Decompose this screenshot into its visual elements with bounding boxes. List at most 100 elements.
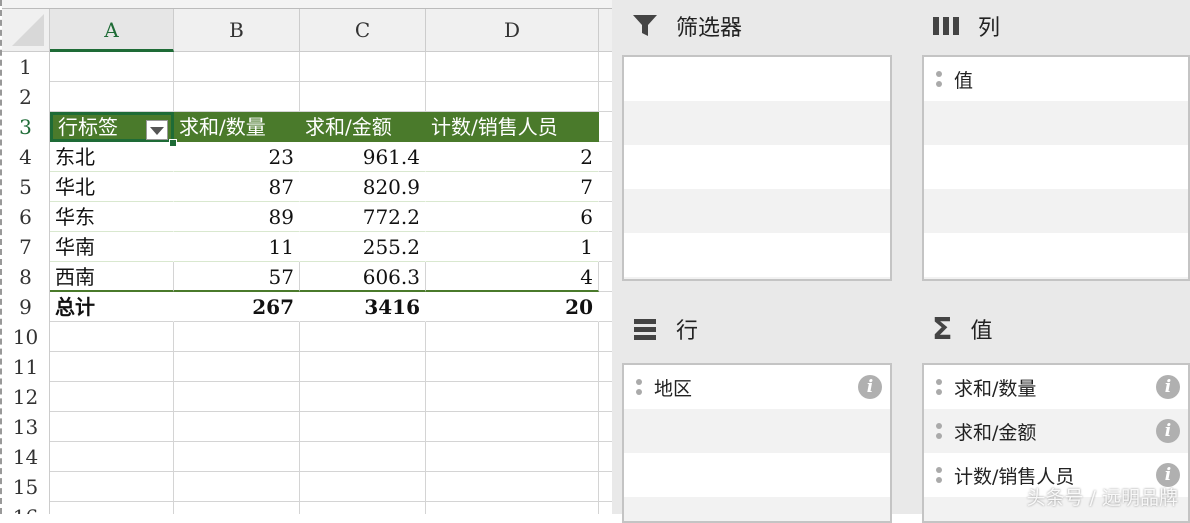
cell[interactable] — [599, 502, 612, 514]
info-icon[interactable]: i — [1156, 375, 1180, 399]
row-header[interactable]: 4 — [2, 142, 50, 172]
values-field-item[interactable]: 求和/金额 i — [924, 409, 1188, 453]
cell[interactable] — [50, 472, 174, 502]
cell[interactable] — [174, 442, 300, 472]
cell[interactable] — [174, 52, 300, 82]
cell[interactable]: 606.3 — [300, 262, 426, 292]
values-field-item[interactable]: 求和/数量 i — [924, 365, 1188, 409]
fill-handle[interactable] — [169, 139, 177, 147]
cell[interactable] — [174, 502, 300, 514]
filters-drop-area[interactable] — [622, 55, 892, 281]
cell[interactable]: 255.2 — [300, 232, 426, 262]
cell[interactable] — [300, 352, 426, 382]
row-header[interactable]: 8 — [2, 262, 50, 292]
columns-drop-area[interactable]: 值 — [922, 55, 1190, 281]
cell[interactable] — [599, 442, 612, 472]
cell[interactable]: 总计 — [50, 292, 174, 322]
cell[interactable]: 华南 — [50, 232, 174, 262]
select-all-button[interactable] — [2, 9, 50, 52]
row-header[interactable]: 1 — [2, 52, 50, 82]
cell[interactable] — [174, 412, 300, 442]
cell[interactable]: 计数/销售人员 — [426, 112, 599, 142]
cell[interactable] — [174, 352, 300, 382]
cell[interactable]: 87 — [174, 172, 300, 202]
row-header[interactable]: 16 — [2, 502, 50, 514]
column-header-c[interactable]: C — [300, 9, 426, 52]
cell[interactable] — [426, 382, 599, 412]
values-field-item[interactable]: 计数/销售人员 i — [924, 453, 1188, 497]
cell[interactable]: 772.2 — [300, 202, 426, 232]
cell[interactable] — [300, 412, 426, 442]
cell[interactable] — [426, 322, 599, 352]
rows-field-item[interactable]: 地区 i — [624, 365, 890, 409]
column-header-b[interactable]: B — [174, 9, 300, 52]
cell[interactable]: 961.4 — [300, 142, 426, 172]
cell[interactable]: 4 — [426, 262, 599, 292]
info-icon[interactable]: i — [1156, 463, 1180, 487]
cell[interactable]: 3416 — [300, 292, 426, 322]
cell[interactable] — [174, 322, 300, 352]
cell[interactable] — [300, 52, 426, 82]
cell[interactable]: 2 — [426, 142, 599, 172]
cell[interactable] — [50, 502, 174, 514]
cell[interactable] — [50, 442, 174, 472]
row-header[interactable]: 15 — [2, 472, 50, 502]
cell[interactable] — [426, 412, 599, 442]
cell[interactable]: 1 — [426, 232, 599, 262]
cell[interactable] — [599, 472, 612, 502]
cell[interactable]: 89 — [174, 202, 300, 232]
column-header-a[interactable]: A — [50, 9, 174, 52]
cell[interactable] — [599, 52, 612, 82]
cell[interactable] — [50, 352, 174, 382]
row-header[interactable]: 12 — [2, 382, 50, 412]
cell[interactable] — [426, 472, 599, 502]
cell[interactable] — [599, 82, 612, 112]
cell[interactable] — [599, 202, 612, 232]
cell[interactable] — [50, 82, 174, 112]
cell[interactable] — [50, 322, 174, 352]
row-header[interactable]: 9 — [2, 292, 50, 322]
cell[interactable]: 东北 — [50, 142, 174, 172]
cell[interactable] — [426, 442, 599, 472]
info-icon[interactable]: i — [858, 375, 882, 399]
cell[interactable] — [50, 52, 174, 82]
drag-handle-icon[interactable] — [936, 379, 942, 395]
row-header[interactable]: 11 — [2, 352, 50, 382]
cell[interactable]: 7 — [426, 172, 599, 202]
cell[interactable] — [426, 82, 599, 112]
cell[interactable]: 820.9 — [300, 172, 426, 202]
cell[interactable] — [599, 172, 612, 202]
drag-handle-icon[interactable] — [936, 71, 942, 87]
cell[interactable] — [599, 142, 612, 172]
column-header-d[interactable]: D — [426, 9, 599, 52]
cell[interactable] — [174, 82, 300, 112]
cell[interactable] — [599, 352, 612, 382]
cell[interactable] — [599, 412, 612, 442]
cell[interactable] — [174, 382, 300, 412]
cell[interactable] — [426, 502, 599, 514]
cell[interactable]: 求和/数量 — [174, 112, 300, 142]
cell[interactable]: 267 — [174, 292, 300, 322]
row-header[interactable]: 6 — [2, 202, 50, 232]
cell[interactable] — [599, 112, 612, 142]
cell[interactable]: 20 — [426, 292, 599, 322]
column-header-e[interactable] — [599, 9, 612, 52]
cell[interactable] — [50, 412, 174, 442]
rows-drop-area[interactable]: 地区 i — [622, 363, 892, 523]
cell[interactable] — [426, 352, 599, 382]
cell[interactable] — [599, 382, 612, 412]
cell[interactable] — [599, 262, 612, 292]
cell[interactable] — [599, 232, 612, 262]
cell[interactable]: 求和/金额 — [300, 112, 426, 142]
cell[interactable] — [300, 382, 426, 412]
cell[interactable]: 11 — [174, 232, 300, 262]
row-header[interactable]: 3 — [2, 112, 50, 142]
cell[interactable] — [599, 322, 612, 352]
cell[interactable]: 华北 — [50, 172, 174, 202]
drag-handle-icon[interactable] — [936, 423, 942, 439]
cell[interactable] — [426, 52, 599, 82]
cell[interactable] — [300, 82, 426, 112]
cell[interactable] — [599, 292, 612, 322]
row-header[interactable]: 5 — [2, 172, 50, 202]
cell[interactable] — [300, 442, 426, 472]
